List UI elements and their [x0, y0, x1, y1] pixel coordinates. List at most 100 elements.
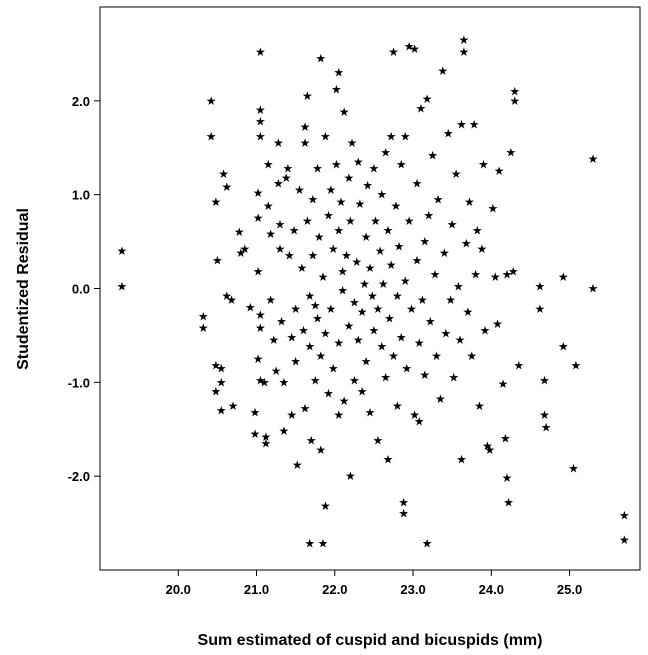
scatter-point: ★: [441, 327, 452, 341]
scatter-point: ★: [482, 439, 493, 453]
scatter-point: ★: [375, 244, 386, 258]
scatter-point: ★: [365, 405, 376, 419]
scatter-point: ★: [206, 94, 217, 108]
scatter-point: ★: [273, 176, 284, 190]
scatter-point: ★: [487, 202, 498, 216]
scatter-point: ★: [433, 192, 444, 206]
scatter-point: ★: [325, 302, 336, 316]
scatter-point: ★: [304, 289, 315, 303]
scatter-point: ★: [298, 324, 309, 338]
scatter-point: ★: [265, 293, 276, 307]
scatter-point: ★: [372, 302, 383, 316]
scatter-point: ★: [435, 392, 446, 406]
x-tick-label: 24.0: [479, 582, 504, 597]
scatter-point: ★: [472, 223, 483, 237]
scatter-point: ★: [333, 408, 344, 422]
scatter-point: ★: [286, 330, 297, 344]
scatter-point: ★: [253, 265, 264, 279]
scatter-point: ★: [431, 349, 442, 363]
scatter-point: ★: [294, 183, 305, 197]
scatter-point: ★: [498, 377, 509, 391]
scatter-point: ★: [253, 211, 264, 225]
scatter-point: ★: [263, 158, 274, 172]
scatter-point: ★: [396, 330, 407, 344]
scatter-point: ★: [534, 280, 545, 294]
scatter-point: ★: [484, 443, 495, 457]
scatter-point: ★: [380, 145, 391, 159]
scatter-point: ★: [376, 188, 387, 202]
scatter-point: ★: [263, 199, 274, 213]
scatter-point: ★: [509, 84, 520, 98]
x-tick-label: 22.0: [322, 582, 347, 597]
scatter-point: ★: [314, 230, 325, 244]
x-tick-label: 21.0: [244, 582, 269, 597]
scatter-point: ★: [323, 208, 334, 222]
scatter-point: ★: [250, 427, 261, 441]
scatter-point: ★: [398, 507, 409, 521]
scatter-point: ★: [423, 208, 434, 222]
scatter-point: ★: [448, 371, 459, 385]
scatter-point: ★: [255, 103, 266, 117]
scatter-point: ★: [304, 537, 315, 551]
scatter-point: ★: [464, 195, 475, 209]
scatter-point: ★: [235, 246, 246, 260]
scatter-point: ★: [417, 293, 428, 307]
scatter-point: ★: [339, 394, 350, 408]
scatter-point: ★: [351, 255, 362, 269]
scatter-point: ★: [336, 195, 347, 209]
scatter-point: ★: [461, 236, 472, 250]
scatter-point: ★: [323, 387, 334, 401]
scatter-point: ★: [320, 327, 331, 341]
scatter-point: ★: [388, 349, 399, 363]
scatter-point: ★: [339, 105, 350, 119]
scatter-point: ★: [412, 176, 423, 190]
x-axis-title: Sum estimated of cuspid and bicuspids (m…: [198, 632, 543, 649]
scatter-point: ★: [210, 358, 221, 372]
scatter-point: ★: [347, 136, 358, 150]
scatter-point: ★: [412, 253, 423, 267]
scatter-point: ★: [415, 101, 426, 115]
y-tick-label: 0.0: [72, 282, 90, 297]
scatter-point: ★: [365, 261, 376, 275]
scatter-point: ★: [333, 336, 344, 350]
scatter-point: ★: [216, 375, 227, 389]
scatter-point: ★: [343, 319, 354, 333]
scatter-point: ★: [459, 45, 470, 59]
scatter-point: ★: [409, 408, 420, 422]
scatter-point: ★: [541, 420, 552, 434]
scatter-point: ★: [318, 537, 329, 551]
y-tick-label: 1.0: [72, 188, 90, 203]
y-axis-title: Studentized Residual: [15, 208, 32, 370]
scatter-point: ★: [372, 434, 383, 448]
scatter-point: ★: [503, 495, 514, 509]
scatter-point: ★: [307, 192, 318, 206]
scatter-point: ★: [255, 308, 266, 322]
scatter-point: ★: [333, 66, 344, 80]
scatter-point: ★: [394, 239, 405, 253]
scatter-point: ★: [297, 261, 308, 275]
x-tick-label: 23.0: [400, 582, 425, 597]
scatter-point: ★: [378, 277, 389, 291]
scatter-point: ★: [588, 152, 599, 166]
scatter-point: ★: [619, 533, 630, 547]
scatter-point: ★: [275, 242, 286, 256]
scatter-point: ★: [404, 39, 415, 53]
scatter-point: ★: [284, 249, 295, 263]
scatter-point: ★: [245, 300, 256, 314]
scatter-point: ★: [259, 375, 270, 389]
scatter-point: ★: [439, 246, 450, 260]
scatter-point: ★: [456, 117, 467, 131]
scatter-point: ★: [206, 129, 217, 143]
scatter-point: ★: [462, 305, 473, 319]
scatter-point: ★: [419, 368, 430, 382]
scatter-point: ★: [396, 158, 407, 172]
scatter-point: ★: [315, 349, 326, 363]
scatter-point: ★: [221, 289, 232, 303]
x-axis: 20.0 21.0 22.0 23.0 24.0 25.0: [166, 570, 582, 597]
scatter-point: ★: [477, 242, 488, 256]
scatter-point: ★: [282, 161, 293, 175]
scatter-point: ★: [315, 443, 326, 457]
scatter-point: ★: [221, 180, 232, 194]
scatter-point: ★: [361, 355, 372, 369]
